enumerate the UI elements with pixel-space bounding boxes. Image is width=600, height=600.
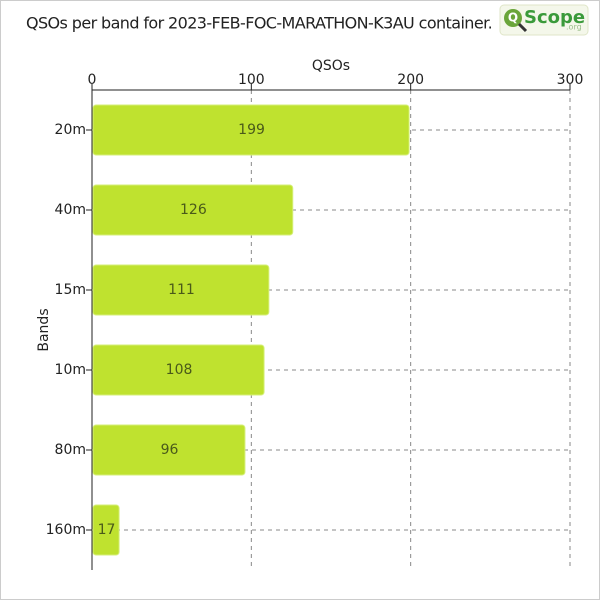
- logo: Q Scope .org: [499, 4, 589, 36]
- value-label: 17: [98, 522, 116, 538]
- y-tick-label: 15m: [55, 282, 86, 298]
- x-axis-label: QSOs: [312, 58, 350, 74]
- y-tick-label: 80m: [55, 442, 86, 458]
- bar: [92, 504, 120, 556]
- x-tick-label: 300: [557, 72, 584, 88]
- value-label: 96: [161, 442, 179, 458]
- logo-icon: [504, 9, 522, 27]
- y-axis-label: Bands: [36, 308, 52, 351]
- bar: [92, 104, 410, 156]
- value-label: 111: [168, 282, 195, 298]
- y-tick-label: 40m: [55, 202, 86, 218]
- bar: [92, 184, 294, 236]
- x-tick-label: 0: [88, 72, 97, 88]
- bar: [92, 264, 270, 316]
- bar: [92, 424, 246, 476]
- y-tick-label: 160m: [46, 522, 86, 538]
- value-label: 199: [238, 122, 265, 138]
- chart-title: QSOs per band for 2023-FEB-FOC-MARATHON-…: [26, 14, 492, 33]
- bar: [92, 344, 265, 396]
- logo-mark: Q: [508, 11, 518, 25]
- value-label: 126: [180, 202, 207, 218]
- x-tick-label: 200: [397, 72, 424, 88]
- logo-handle: [517, 22, 528, 33]
- logo-domain: .org: [566, 23, 582, 32]
- value-label: 108: [166, 362, 193, 378]
- y-tick-label: 10m: [55, 362, 86, 378]
- logo-name: Scope: [524, 7, 585, 28]
- y-tick-label: 20m: [55, 122, 86, 138]
- x-tick-label: 100: [238, 72, 265, 88]
